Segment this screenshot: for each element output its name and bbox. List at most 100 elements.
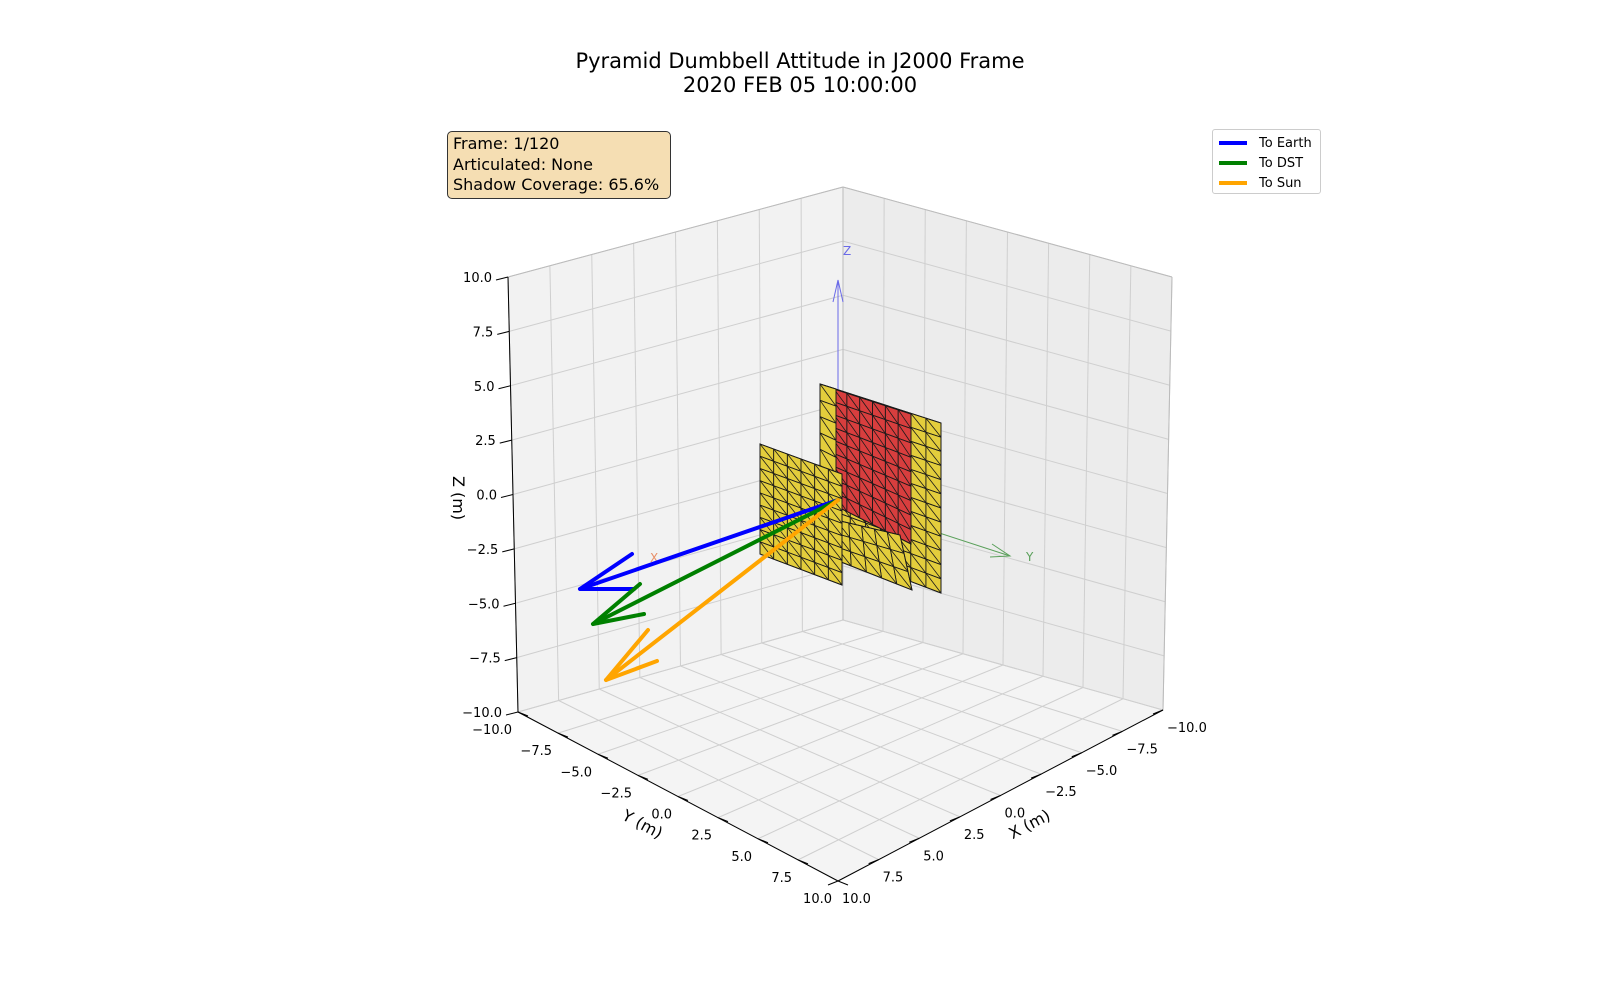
panel-diagonal [910, 455, 927, 475]
panel-diagonal [787, 539, 802, 558]
panel-diagonal [814, 476, 829, 494]
panel-diagonal [800, 532, 815, 551]
panel-diagonal [846, 419, 860, 438]
y-tick [717, 817, 729, 823]
panel-diagonal [897, 452, 912, 472]
body-z-label: Z [843, 244, 851, 258]
panel-diagonal [848, 522, 864, 542]
grid-line [761, 642, 1082, 754]
panel-diagonal [925, 544, 942, 565]
panel-diagonal [925, 502, 942, 523]
y-tick-label: 7.5 [771, 871, 792, 886]
panel-diagonal [910, 553, 927, 574]
body-y-arrowhead [989, 543, 1012, 558]
panel-diagonal [773, 460, 788, 479]
panel-diagonal [925, 572, 942, 594]
panel-diagonal [897, 508, 912, 530]
panel-diagonal [897, 466, 912, 487]
sun-vector-arrowhead [604, 628, 659, 682]
grid-line [1042, 243, 1050, 677]
z-tick-label: −5.0 [468, 597, 500, 612]
panel-diagonal [787, 502, 802, 521]
panel-diagonal [872, 442, 886, 462]
panel-diagonal [828, 518, 843, 536]
panel-diagonal [846, 445, 860, 465]
y-tick-label: −5.0 [560, 765, 592, 780]
panel-diagonal [859, 397, 873, 416]
panel-diagonal [910, 413, 927, 433]
panel-diagonal [897, 523, 912, 545]
panel-diagonal [910, 441, 927, 461]
panel-diagonal [814, 562, 829, 581]
panel-diagonal [886, 531, 905, 554]
x-tick [827, 880, 839, 886]
legend-label: To DST [1259, 155, 1304, 171]
panel-diagonal [884, 502, 899, 524]
panel-diagonal [884, 461, 899, 481]
panel-diagonal [849, 537, 866, 557]
panel-diagonal [925, 431, 942, 452]
panel-diagonal [910, 567, 927, 588]
body-y-label: Y [1025, 550, 1034, 564]
pane-edge [842, 186, 1173, 278]
x-tick [909, 837, 920, 843]
y-tick-label: −7.5 [520, 744, 552, 759]
panel-diagonal [885, 447, 899, 467]
panel-diagonal [925, 417, 942, 438]
earth-vector [578, 498, 840, 591]
panel-diagonal [859, 464, 873, 484]
legend-swatch [1219, 161, 1247, 165]
y-tick-label: 5.0 [731, 850, 752, 865]
panel-diagonal [862, 541, 880, 562]
panel-diagonal [872, 483, 886, 504]
panel-diagonal [874, 528, 891, 550]
panel-diagonal [759, 455, 774, 474]
legend-swatch [1219, 181, 1247, 185]
panel-diagonal [787, 466, 802, 484]
panel-diagonal [925, 488, 942, 509]
legend-item-sun: To Sun [1219, 173, 1314, 193]
grid-line [842, 348, 1169, 440]
grid-line [802, 631, 1123, 732]
z-tick-label: 5.0 [474, 380, 495, 395]
panel-diagonal [925, 474, 942, 495]
y-tick-label: 2.5 [691, 829, 712, 844]
panel-diagonal [846, 392, 860, 411]
panel-diagonal [773, 497, 788, 516]
grid-line [716, 220, 722, 655]
z-tick [497, 330, 510, 335]
z-tick [504, 657, 517, 662]
panel-diagonal [872, 496, 886, 518]
shadow-coverage: Shadow Coverage: 65.6% [453, 175, 660, 194]
panel-diagonal [884, 475, 899, 496]
panel-diagonal [787, 551, 802, 570]
info-box: Frame: 1/120 Articulated: None Shadow Co… [447, 131, 671, 199]
panel-diagonal [800, 520, 815, 539]
panel-diagonal [828, 468, 843, 487]
panel-diagonal [814, 463, 829, 482]
z-tick [498, 385, 511, 390]
legend-swatch [1219, 141, 1247, 145]
panel-diagonal [814, 537, 829, 556]
grid-line [720, 654, 1042, 775]
panel-diagonal [846, 432, 860, 452]
grid-line [509, 240, 844, 332]
x-tick [1112, 730, 1123, 736]
y-tick-label: −10.0 [472, 723, 512, 738]
y-tick [597, 753, 609, 759]
y-tick [517, 711, 529, 717]
z-axis-label: Z (m) [449, 476, 468, 520]
grid-line [842, 294, 1170, 386]
panel-diagonal [800, 483, 815, 502]
panel-diagonal [893, 566, 913, 591]
panel-diagonal [773, 485, 788, 504]
panel-diagonal [828, 567, 843, 586]
panel-diagonal [872, 428, 886, 448]
x-tick [949, 816, 961, 822]
panel-diagonal [814, 549, 829, 568]
panel-diagonal [850, 551, 867, 573]
panel-diagonal [828, 542, 843, 561]
panel-diagonal [800, 471, 815, 489]
x-tick [1071, 752, 1082, 758]
